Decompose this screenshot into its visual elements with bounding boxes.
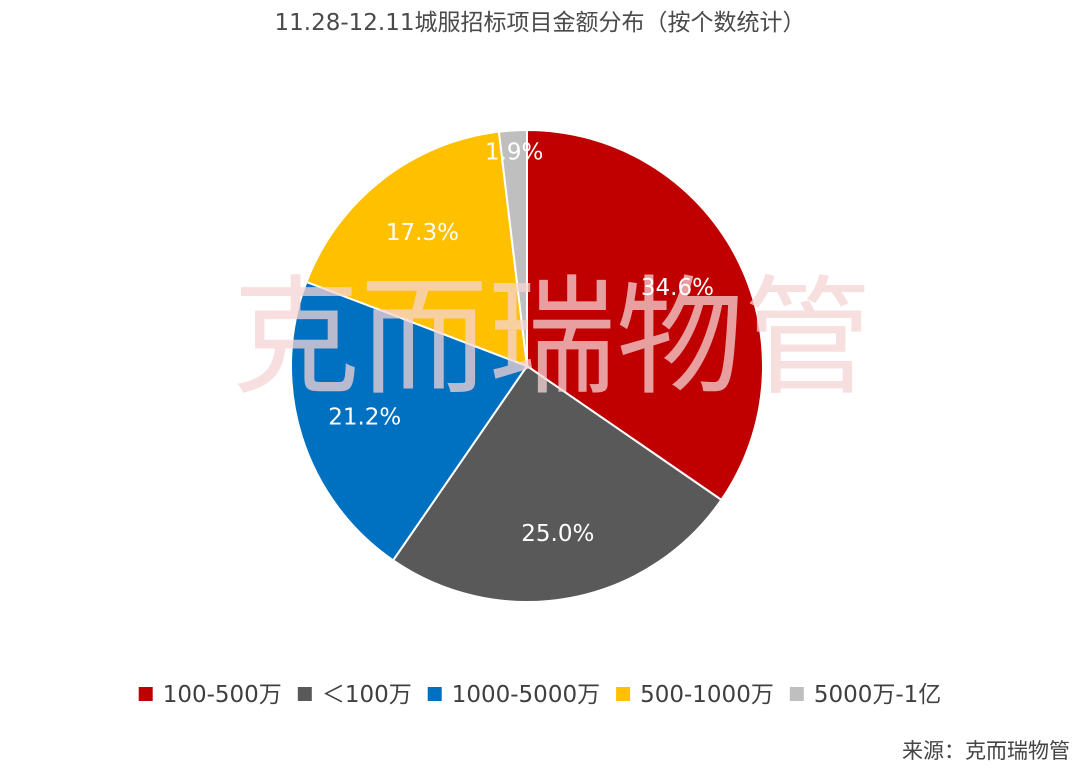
legend-swatch-3 [427, 687, 442, 701]
source-note: 来源：克而瑞物管 [902, 739, 1070, 763]
watermark: 克而瑞物管 [232, 264, 872, 413]
pie-data-labels: 34.6% 25.0% 21.2% 17.3% 1.9% [328, 140, 714, 547]
legend-label-5: 5000万-1亿 [814, 682, 941, 708]
legend-label-1: 100-500万 [163, 682, 282, 708]
data-label-5: 1.9% [485, 140, 543, 166]
legend-swatch-5 [789, 687, 804, 701]
data-label-1: 34.6% [641, 275, 714, 301]
pie-slice-1 [526, 128, 764, 502]
legend-swatch-4 [616, 687, 631, 701]
pie-slice-5 [497, 128, 528, 367]
chart-title: 11.28-12.11城服招标项目金额分布（按个数统计） [275, 10, 806, 36]
legend-label-3: 1000-5000万 [452, 682, 600, 708]
legend-swatch-1 [138, 687, 153, 701]
pie-slices [290, 128, 764, 603]
legend-swatch-2 [297, 687, 312, 701]
data-label-3: 21.2% [328, 404, 401, 430]
data-label-4: 17.3% [386, 220, 459, 246]
pie-slice-2 [391, 364, 723, 603]
data-label-2: 25.0% [521, 521, 594, 547]
legend: 100-500万 ＜100万 1000-5000万 500-1000万 5000万-1亿 [138, 682, 941, 708]
pie-slice-4 [305, 130, 529, 368]
pie-slice-3 [290, 280, 529, 562]
legend-label-2: ＜100万 [322, 682, 412, 708]
legend-label-4: 500-1000万 [640, 682, 774, 708]
